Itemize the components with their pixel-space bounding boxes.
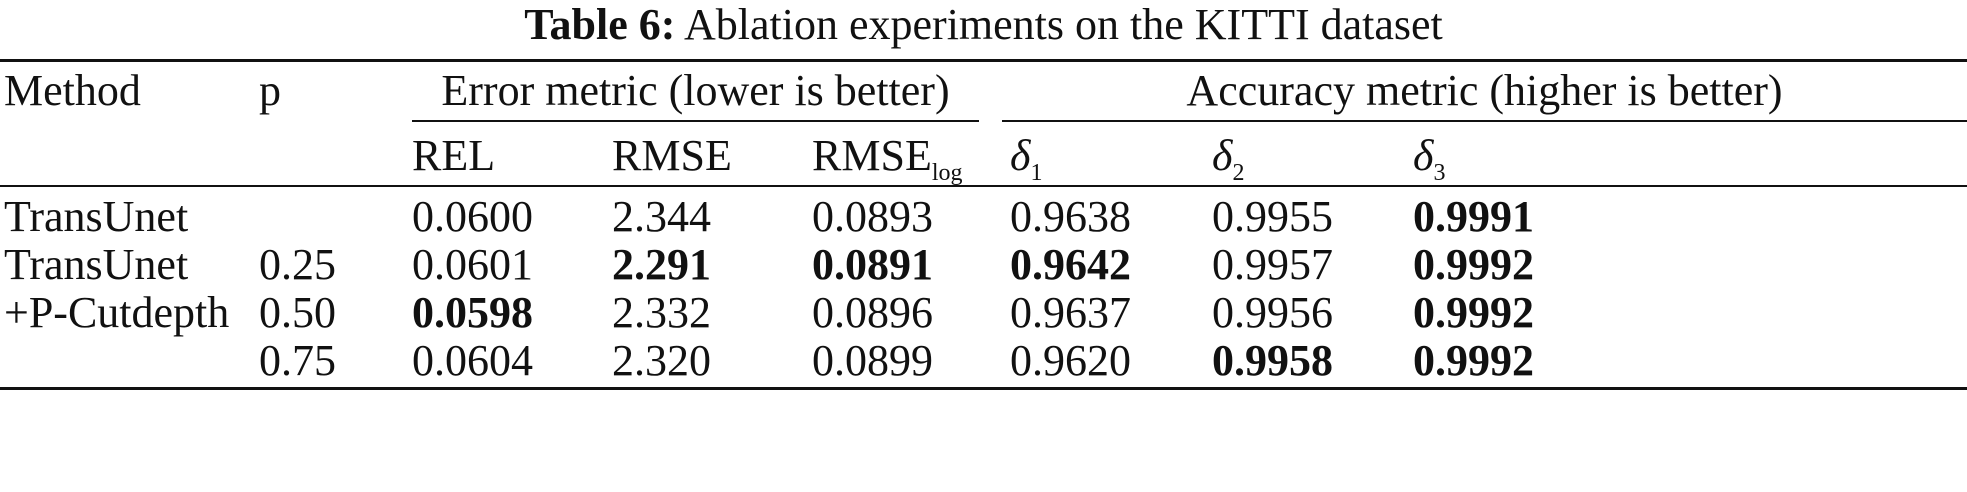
accuracy-group-rule bbox=[1002, 120, 1967, 122]
header-rmse-log: RMSElog bbox=[812, 131, 963, 185]
header-rmse: RMSE bbox=[612, 131, 732, 180]
row-2-rel: 0.0598 bbox=[412, 288, 533, 337]
delta1-symbol: δ bbox=[1010, 131, 1031, 180]
row-3-delta3: 0.9992 bbox=[1413, 336, 1534, 385]
header-delta1: δ1 bbox=[1010, 131, 1042, 185]
header-delta2: δ2 bbox=[1212, 131, 1244, 185]
row-3-rel: 0.0604 bbox=[412, 336, 533, 385]
row-2-delta3: 0.9992 bbox=[1413, 288, 1534, 337]
header-bottom-rule bbox=[0, 185, 1967, 187]
row-0-delta1: 0.9638 bbox=[1010, 192, 1131, 241]
row-1-method: TransUnet bbox=[4, 240, 189, 289]
row-2-method: +P-Cutdepth bbox=[4, 288, 230, 337]
row-2-delta2: 0.9956 bbox=[1212, 288, 1333, 337]
row-1-rel: 0.0601 bbox=[412, 240, 533, 289]
row-3-delta1: 0.9620 bbox=[1010, 336, 1131, 385]
row-2-delta1: 0.9637 bbox=[1010, 288, 1131, 337]
delta1-sub: 1 bbox=[1030, 160, 1043, 186]
rmse-log-sub: log bbox=[931, 160, 963, 186]
delta3-symbol: δ bbox=[1413, 131, 1434, 180]
rmse-log-base: RMSE bbox=[812, 131, 932, 180]
row-1-delta2: 0.9957 bbox=[1212, 240, 1333, 289]
row-3-p: 0.75 bbox=[259, 336, 336, 385]
row-2-p: 0.50 bbox=[259, 288, 336, 337]
delta3-sub: 3 bbox=[1433, 160, 1446, 186]
row-2-rmse-log: 0.0896 bbox=[812, 288, 933, 337]
row-0-method: TransUnet bbox=[4, 192, 189, 241]
row-2-rmse: 2.332 bbox=[612, 288, 711, 337]
row-0-delta3: 0.9991 bbox=[1413, 192, 1534, 241]
caption-label: Table 6: bbox=[524, 0, 676, 49]
row-1-delta1: 0.9642 bbox=[1010, 240, 1131, 289]
error-group-rule bbox=[412, 120, 979, 122]
row-0-rel: 0.0600 bbox=[412, 192, 533, 241]
row-3-rmse: 2.320 bbox=[612, 336, 711, 385]
header-error-group: Error metric (lower is better) bbox=[441, 66, 950, 115]
row-1-delta3: 0.9992 bbox=[1413, 240, 1534, 289]
top-rule bbox=[0, 59, 1967, 62]
header-rel: REL bbox=[412, 131, 496, 180]
caption-text: Ablation experiments on the KITTI datase… bbox=[684, 0, 1443, 49]
bottom-rule bbox=[0, 387, 1967, 390]
row-3-delta2: 0.9958 bbox=[1212, 336, 1333, 385]
header-accuracy-group: Accuracy metric (higher is better) bbox=[1186, 66, 1783, 115]
row-0-delta2: 0.9955 bbox=[1212, 192, 1333, 241]
row-1-p: 0.25 bbox=[259, 240, 336, 289]
delta2-sub: 2 bbox=[1232, 160, 1245, 186]
header-delta3: δ3 bbox=[1413, 131, 1445, 185]
row-0-rmse-log: 0.0893 bbox=[812, 192, 933, 241]
table-caption: Table 6: Ablation experiments on the KIT… bbox=[0, 0, 1967, 50]
header-method: Method bbox=[4, 66, 141, 115]
delta2-symbol: δ bbox=[1212, 131, 1233, 180]
row-0-rmse: 2.344 bbox=[612, 192, 711, 241]
row-1-rmse-log: 0.0891 bbox=[812, 240, 933, 289]
row-3-rmse-log: 0.0899 bbox=[812, 336, 933, 385]
row-1-rmse: 2.291 bbox=[612, 240, 711, 289]
header-p: p bbox=[259, 66, 281, 115]
